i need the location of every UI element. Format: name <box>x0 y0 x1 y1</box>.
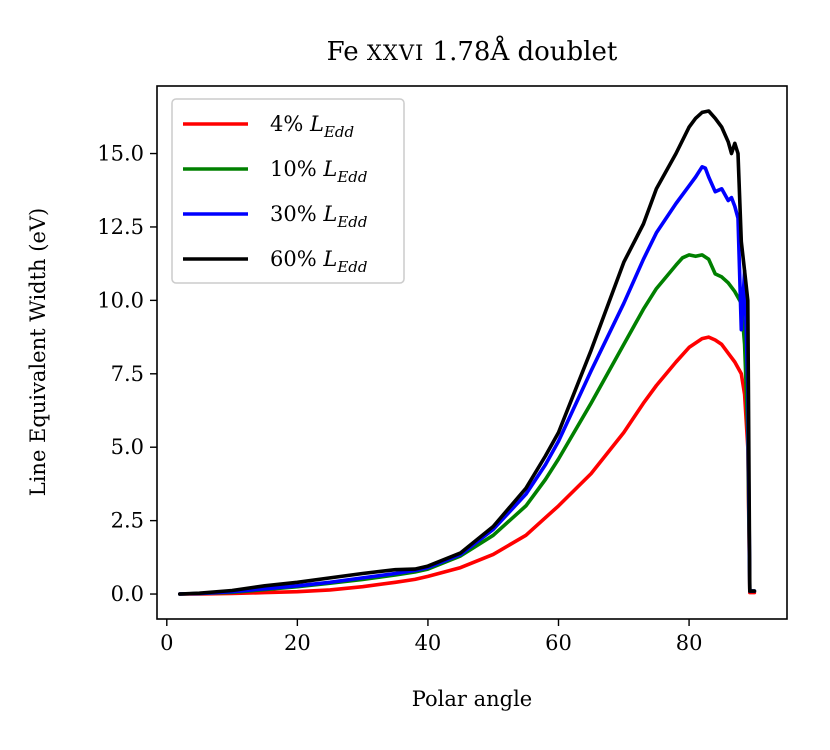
y-tick-label: 2.5 <box>111 509 144 533</box>
y-tick-label: 7.5 <box>111 362 144 386</box>
x-axis: 0 20 40 60 80 <box>160 619 702 655</box>
series-line-4 <box>178 109 757 596</box>
legend-label: 4% LEdd <box>270 112 354 141</box>
x-tick-label: 20 <box>284 631 311 655</box>
series-line-2 <box>178 253 757 596</box>
x-tick-label: 40 <box>415 631 442 655</box>
chart-title: Fe XXVI 1.78Å doublet <box>327 35 618 67</box>
legend-label: 60% LEdd <box>270 247 367 276</box>
x-tick-label: 0 <box>160 631 173 655</box>
y-tick-label: 10.0 <box>97 288 144 312</box>
y-tick-label: 0.0 <box>111 582 144 606</box>
chart-title-element: Fe <box>327 37 367 67</box>
plot-frame <box>156 85 788 620</box>
series-line-3 <box>178 165 757 596</box>
x-tick-label: 80 <box>676 631 703 655</box>
legend-label: 10% LEdd <box>270 157 367 186</box>
series-line-1 <box>178 335 757 596</box>
chart-title-ion: XXVI <box>367 41 424 65</box>
y-axis-label: Line Equivalent Width (eV) <box>26 208 50 496</box>
x-axis-label: Polar angle <box>412 687 533 711</box>
chart-title-rest: 1.78Å doublet <box>424 35 618 67</box>
series-lines <box>178 109 757 596</box>
y-axis: 0.0 2.5 5.0 7.5 10.0 12.5 15.0 <box>97 142 157 606</box>
y-tick-label: 5.0 <box>111 435 144 459</box>
y-tick-label: 12.5 <box>97 215 144 239</box>
x-tick-label: 60 <box>545 631 572 655</box>
legend: 4% LEdd 10% LEdd 30% LEdd 60% LEdd <box>171 98 405 284</box>
y-tick-label: 15.0 <box>97 142 144 166</box>
legend-box <box>171 98 405 284</box>
legend-label: 30% LEdd <box>270 202 367 231</box>
